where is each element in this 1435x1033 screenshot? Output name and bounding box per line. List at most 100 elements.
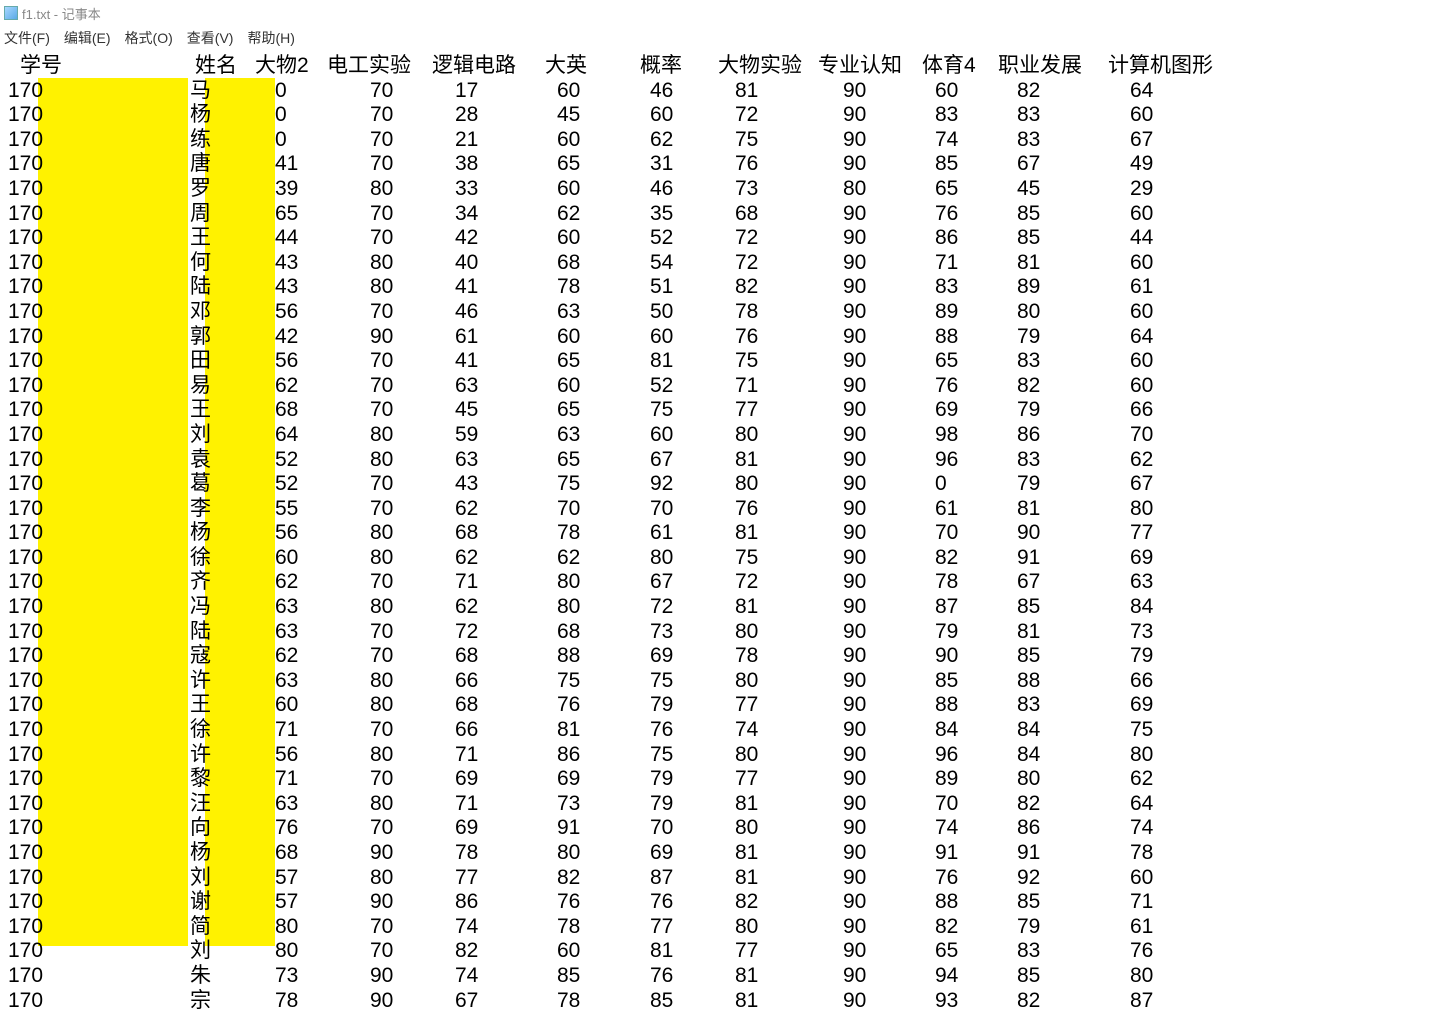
score-cell: 59 — [455, 423, 515, 448]
score-cell: 73 — [735, 177, 815, 202]
student-name-cell: 许 — [190, 669, 260, 694]
score-cell: 78 — [557, 915, 617, 940]
score-cell: 76 — [935, 202, 995, 227]
score-cell: 62 — [1130, 767, 1220, 792]
score-cell: 68 — [557, 620, 617, 645]
student-id-cell: 170 — [8, 546, 188, 571]
score-cell: 69 — [1130, 693, 1220, 718]
score-cell: 68 — [455, 644, 515, 669]
student-id-cell: 170 — [8, 448, 188, 473]
table-row: 170简80707478778090827961 — [0, 915, 1435, 940]
score-cell: 62 — [557, 546, 617, 571]
student-id-cell: 170 — [8, 374, 188, 399]
score-cell: 17 — [455, 79, 515, 104]
notepad-icon — [4, 6, 18, 20]
score-cell: 90 — [843, 300, 923, 325]
score-cell: 83 — [1017, 693, 1097, 718]
score-cell: 78 — [735, 644, 815, 669]
student-id-cell: 170 — [8, 644, 188, 669]
score-cell: 77 — [650, 915, 710, 940]
score-cell: 85 — [557, 964, 617, 989]
score-cell: 69 — [650, 841, 710, 866]
score-cell: 70 — [557, 497, 617, 522]
column-header: 体育4 — [922, 54, 982, 79]
score-cell: 35 — [650, 202, 710, 227]
score-cell: 98 — [935, 423, 995, 448]
text-area[interactable]: 学号姓名大物2电工实验逻辑电路大英概率大物实验专业认知体育4职业发展计算机图形1… — [0, 50, 1435, 1013]
score-cell: 90 — [843, 152, 923, 177]
score-cell: 70 — [370, 497, 430, 522]
score-cell: 60 — [650, 103, 710, 128]
score-cell: 73 — [650, 620, 710, 645]
score-cell: 65 — [935, 939, 995, 964]
student-id-cell: 170 — [8, 669, 188, 694]
student-id-cell: 170 — [8, 939, 188, 964]
menu-format[interactable]: 格式(O) — [125, 28, 173, 48]
score-cell: 60 — [935, 79, 995, 104]
student-name-cell: 寇 — [190, 644, 260, 669]
score-cell: 67 — [1130, 128, 1220, 153]
score-cell: 65 — [557, 398, 617, 423]
score-cell: 68 — [455, 521, 515, 546]
student-name-cell: 朱 — [190, 964, 260, 989]
score-cell: 60 — [275, 546, 335, 571]
score-cell: 90 — [843, 79, 923, 104]
score-cell: 46 — [455, 300, 515, 325]
score-cell: 81 — [557, 718, 617, 743]
menu-file[interactable]: 文件(F) — [4, 28, 50, 48]
score-cell: 70 — [370, 398, 430, 423]
score-cell: 0 — [275, 79, 335, 104]
score-cell: 91 — [557, 816, 617, 841]
menu-help[interactable]: 帮助(H) — [247, 28, 294, 48]
score-cell: 76 — [935, 866, 995, 891]
score-cell: 80 — [735, 669, 815, 694]
student-id-cell: 170 — [8, 890, 188, 915]
score-cell: 92 — [1017, 866, 1097, 891]
score-cell: 70 — [370, 816, 430, 841]
score-cell: 78 — [557, 521, 617, 546]
student-name-cell: 徐 — [190, 718, 260, 743]
window-title: f1.txt - 记事本 — [22, 4, 101, 23]
score-cell: 70 — [650, 816, 710, 841]
student-name-cell: 王 — [190, 693, 260, 718]
score-cell: 69 — [650, 644, 710, 669]
score-cell: 90 — [370, 964, 430, 989]
score-cell: 90 — [843, 890, 923, 915]
score-cell: 82 — [1017, 989, 1097, 1014]
score-cell: 80 — [370, 423, 430, 448]
score-cell: 56 — [275, 521, 335, 546]
score-cell: 62 — [455, 595, 515, 620]
score-cell: 79 — [1017, 398, 1097, 423]
score-cell: 68 — [455, 693, 515, 718]
score-cell: 63 — [275, 620, 335, 645]
score-cell: 60 — [557, 226, 617, 251]
score-cell: 84 — [935, 718, 995, 743]
table-row: 170陆63707268738090798173 — [0, 620, 1435, 645]
column-header: 逻辑电路 — [432, 54, 492, 79]
score-cell: 75 — [735, 128, 815, 153]
student-name-cell: 刘 — [190, 866, 260, 891]
score-cell: 65 — [935, 349, 995, 374]
score-cell: 70 — [370, 915, 430, 940]
score-cell: 79 — [650, 693, 710, 718]
score-cell: 63 — [557, 423, 617, 448]
menu-edit[interactable]: 编辑(E) — [64, 28, 111, 48]
menu-view[interactable]: 查看(V) — [187, 28, 234, 48]
score-cell: 70 — [370, 103, 430, 128]
column-header: 计算机图形 — [1108, 54, 1198, 79]
score-cell: 70 — [370, 939, 430, 964]
table-row: 170杨68907880698190919178 — [0, 841, 1435, 866]
student-id-cell: 170 — [8, 915, 188, 940]
score-cell: 70 — [370, 570, 430, 595]
score-cell: 80 — [275, 939, 335, 964]
score-cell: 71 — [735, 374, 815, 399]
score-cell: 61 — [1130, 275, 1220, 300]
score-cell: 70 — [370, 767, 430, 792]
student-id-cell: 170 — [8, 300, 188, 325]
score-cell: 77 — [735, 693, 815, 718]
table-row: 170寇62706888697890908579 — [0, 644, 1435, 669]
score-cell: 43 — [275, 251, 335, 276]
score-cell: 70 — [370, 718, 430, 743]
score-cell: 96 — [935, 743, 995, 768]
table-row: 170刘80708260817790658376 — [0, 939, 1435, 964]
